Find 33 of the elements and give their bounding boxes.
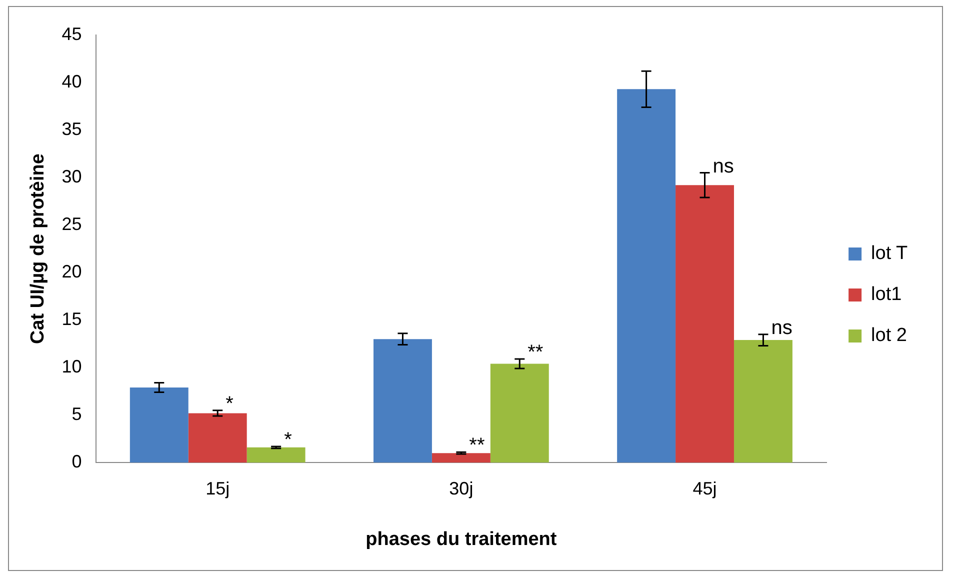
y-axis-title: Cat UI/µg de protèine (28, 154, 49, 344)
legend-label: lot T (871, 243, 908, 264)
y-tick-label: 5 (72, 404, 82, 424)
bar (676, 185, 734, 463)
annotation: ns (771, 316, 792, 339)
bar (432, 453, 490, 463)
y-tick-label: 45 (62, 24, 82, 44)
y-tick-label: 15 (62, 309, 82, 330)
y-tick-label: 40 (62, 71, 82, 92)
bar (246, 447, 306, 463)
bar (374, 339, 432, 463)
annotation: ** (469, 434, 485, 457)
y-tick-label: 30 (62, 166, 82, 186)
bar (130, 388, 188, 463)
x-tick-label: 30j (449, 478, 474, 498)
legend-label: lot 2 (871, 325, 907, 346)
x-axis-title: phases du traitement (366, 528, 558, 550)
y-tick-label: 20 (62, 262, 82, 282)
bar (734, 340, 792, 463)
annotation: ** (528, 342, 544, 364)
y-tick-label: 10 (62, 356, 82, 377)
bar (490, 364, 549, 463)
annotation: ns (712, 155, 734, 178)
y-tick-label: 25 (62, 214, 82, 234)
y-tick-label: 35 (62, 118, 82, 139)
bar (617, 89, 676, 463)
x-tick-label: 45j (692, 478, 717, 498)
legend-label: lot1 (871, 284, 902, 306)
bar (188, 413, 247, 463)
annotation: * (226, 392, 234, 415)
x-tick-label: 15j (206, 478, 230, 498)
y-tick-label: 0 (72, 452, 82, 472)
annotation: * (284, 428, 292, 451)
